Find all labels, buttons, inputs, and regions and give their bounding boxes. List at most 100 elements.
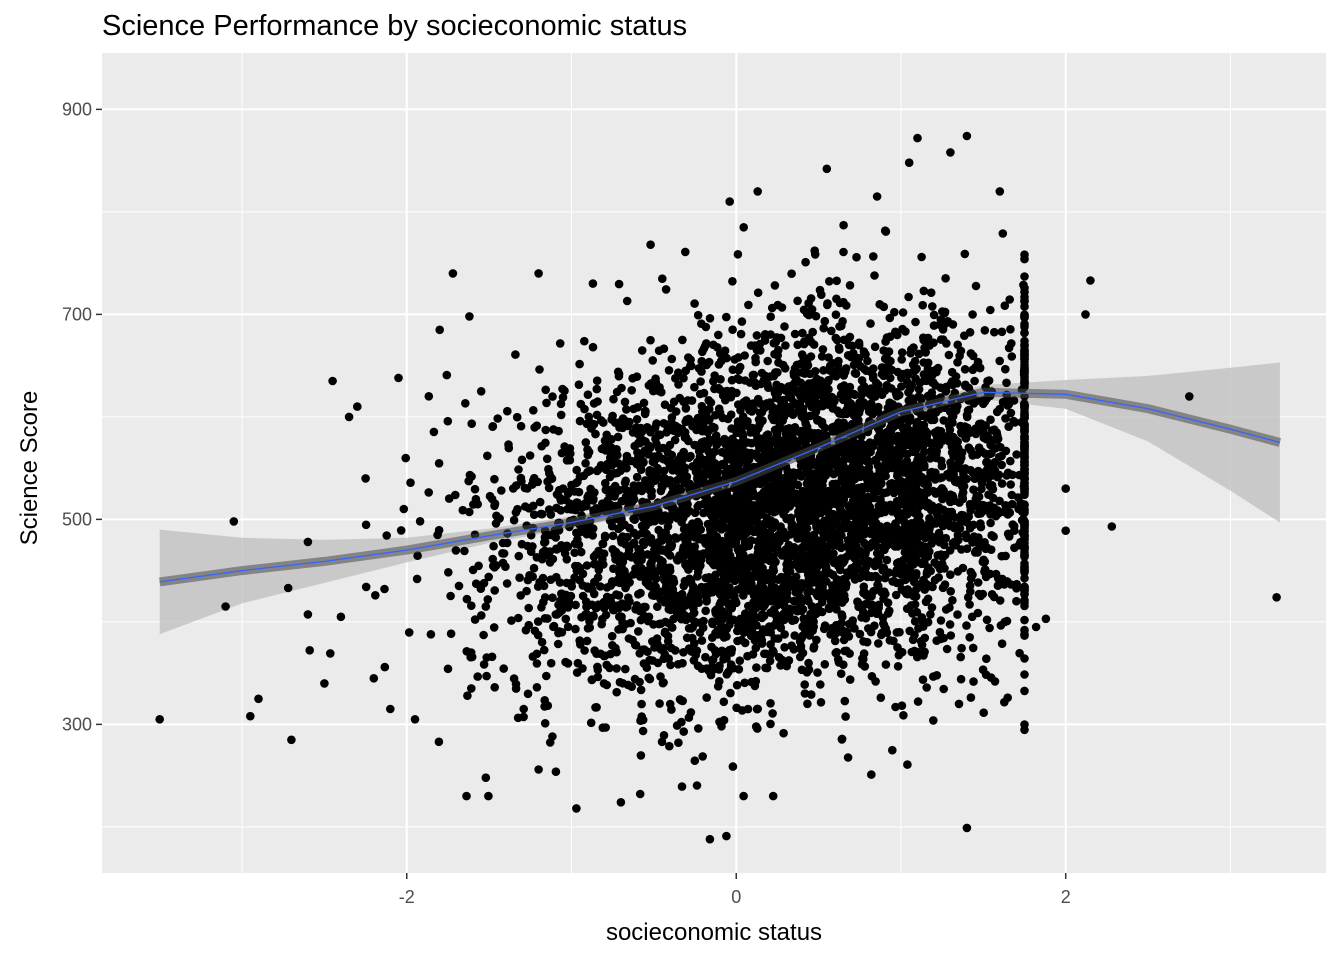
- scatter-point: [903, 449, 912, 459]
- scatter-point: [658, 565, 668, 574]
- scatter-point: [644, 673, 653, 683]
- scatter-point: [442, 370, 452, 380]
- scatter-point: [824, 385, 833, 394]
- scatter-point: [798, 328, 807, 338]
- scatter-point: [542, 398, 551, 408]
- scatter-point: [737, 441, 746, 451]
- scatter-point: [823, 300, 832, 310]
- scatter-point: [640, 406, 650, 416]
- scatter-point: [995, 356, 1004, 366]
- scatter-point: [936, 426, 946, 436]
- scatter-point: [607, 415, 616, 424]
- scatter-point: [466, 652, 476, 662]
- scatter-point: [651, 642, 661, 652]
- scatter-point: [1004, 395, 1013, 405]
- scatter-point: [511, 350, 520, 359]
- scatter-point: [484, 572, 494, 582]
- scatter-point: [784, 382, 793, 391]
- scatter-point: [768, 523, 778, 533]
- scatter-point: [607, 631, 617, 641]
- scatter-point: [768, 709, 777, 718]
- scatter-point: [727, 648, 736, 657]
- scatter-point: [900, 460, 909, 469]
- scatter-point: [805, 411, 815, 421]
- scatter-point: [694, 364, 704, 373]
- scatter-point: [956, 652, 965, 662]
- scatter-point: [404, 628, 414, 637]
- scatter-point: [734, 665, 744, 674]
- scatter-point: [326, 649, 335, 658]
- scatter-point: [852, 358, 862, 368]
- scatter-point: [778, 507, 788, 517]
- scatter-point: [874, 574, 883, 583]
- scatter-point: [837, 734, 847, 744]
- smooth-confidence-ribbon: [159, 362, 1280, 635]
- scatter-point: [979, 555, 988, 565]
- scatter-point: [644, 441, 654, 451]
- scatter-point: [845, 543, 854, 553]
- scatter-point: [651, 434, 660, 444]
- scatter-point: [663, 456, 672, 466]
- scatter-point: [878, 588, 888, 597]
- scatter-point: [923, 480, 933, 490]
- scatter-point: [704, 573, 714, 582]
- scatter-point: [816, 495, 825, 504]
- scatter-point: [696, 377, 705, 386]
- scatter-point: [960, 365, 970, 374]
- scatter-point: [728, 762, 738, 771]
- scatter-point: [823, 543, 832, 553]
- scatter-point: [674, 483, 684, 493]
- scatter-point: [586, 718, 596, 728]
- scatter-point: [733, 571, 742, 580]
- scatter-point: [551, 767, 561, 776]
- scatter-point: [1020, 725, 1029, 735]
- scatter-point: [888, 577, 897, 586]
- scatter-point: [845, 332, 855, 342]
- scatter-point: [567, 578, 576, 588]
- scatter-point: [576, 547, 586, 557]
- scatter-point: [816, 376, 825, 386]
- scatter-point: [1007, 339, 1016, 348]
- scatter-point: [970, 376, 979, 386]
- scatter-point: [967, 612, 977, 622]
- scatter-point: [811, 398, 821, 407]
- scatter-point: [864, 556, 874, 566]
- scatter-point: [836, 543, 846, 553]
- scatter-point: [929, 415, 939, 425]
- scatter-point: [490, 474, 499, 484]
- scatter-point: [796, 359, 805, 369]
- scatter-point: [953, 610, 962, 619]
- scatter-point: [305, 646, 315, 655]
- scatter-point: [677, 782, 687, 791]
- scatter-point: [585, 623, 594, 632]
- scatter-point: [830, 636, 840, 646]
- scatter-point: [874, 504, 884, 514]
- scatter-point: [768, 791, 778, 801]
- scatter-point: [635, 606, 644, 616]
- scatter-point: [670, 425, 680, 435]
- scatter-point: [968, 538, 977, 547]
- scatter-point: [914, 545, 924, 554]
- scatter-point: [711, 545, 720, 554]
- scatter-point: [538, 573, 548, 583]
- scatter-point: [813, 668, 822, 677]
- scatter-point: [532, 649, 542, 659]
- scatter-point: [1007, 352, 1017, 361]
- scatter-point: [835, 298, 845, 308]
- scatter-point: [618, 423, 627, 433]
- scatter-point: [863, 356, 872, 366]
- scatter-point: [715, 677, 724, 686]
- scatter-point: [850, 390, 860, 400]
- scatter-point: [631, 564, 640, 573]
- scatter-point: [852, 563, 861, 572]
- scatter-point: [791, 572, 801, 582]
- scatter-point: [489, 561, 498, 571]
- scatter-point: [415, 517, 425, 526]
- scatter-point: [690, 299, 699, 308]
- scatter-point: [820, 316, 830, 326]
- scatter-point: [945, 492, 954, 501]
- scatter-point: [465, 507, 474, 517]
- scatter-point: [429, 427, 439, 437]
- scatter-point: [892, 525, 902, 534]
- scatter-point: [769, 552, 778, 561]
